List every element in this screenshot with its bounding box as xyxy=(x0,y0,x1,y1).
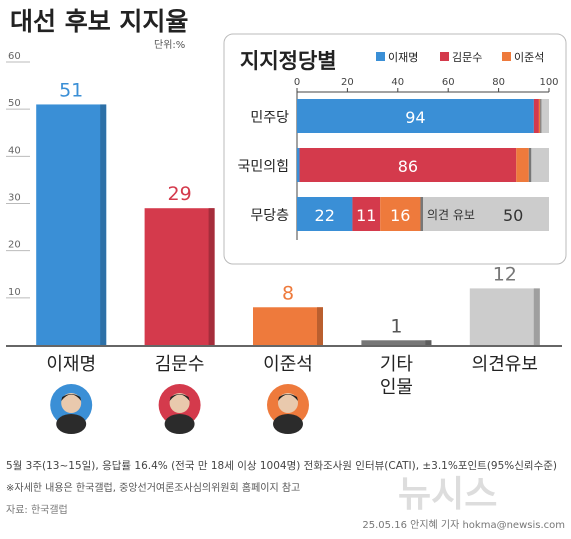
legend-label: 김문수 xyxy=(452,51,482,64)
legend-swatch xyxy=(502,52,511,61)
category-label: 의견유보 xyxy=(472,354,538,375)
stacked-segment xyxy=(352,197,381,231)
segment-value-label: 86 xyxy=(398,157,418,176)
bar-value-label: 29 xyxy=(168,183,192,205)
bar-side xyxy=(208,208,215,345)
unit-label: 단위:% xyxy=(154,38,185,51)
y-tick-label: 20 xyxy=(8,240,21,251)
main-chart-bars xyxy=(36,104,540,345)
segment-value-label: 16 xyxy=(390,206,410,225)
category-label: 인물 xyxy=(380,377,413,398)
category-label: 이재명 xyxy=(46,354,96,375)
category-label: 김문수 xyxy=(155,354,205,375)
x-tick-label: 0 xyxy=(294,77,300,88)
stacked-segment xyxy=(531,148,549,182)
party-row-label: 민주당 xyxy=(250,110,289,126)
party-support-panel: 지지정당별 이재명 김문수 이준석 0 20 40 60 80 100 민주당 94 국민의힘 86… xyxy=(223,33,567,265)
bar-value-label: 12 xyxy=(493,263,517,285)
segment-value-label: 94 xyxy=(405,108,425,127)
bar-value-label: 1 xyxy=(390,315,402,337)
party-panel-title: 지지정당별 xyxy=(240,49,337,73)
stacked-segment xyxy=(297,99,534,133)
stacked-segment xyxy=(533,99,539,133)
legend-swatch xyxy=(376,52,385,61)
bar-value-label: 51 xyxy=(59,79,83,101)
candidate-avatar-icon xyxy=(50,384,93,434)
credit-label: 25.05.16 안지혜 기자 hokma@newsis.com xyxy=(362,519,565,531)
segment-label: 의견 유보 xyxy=(427,208,475,222)
party-panel-bars: 민주당 94 국민의힘 86 무당층 22 11 16 의견 유보 50 xyxy=(237,99,549,231)
legend-label: 이재명 xyxy=(388,51,418,64)
bar xyxy=(36,104,107,345)
party-row-label: 무당층 xyxy=(250,208,289,224)
bar-side xyxy=(533,288,540,345)
y-tick-label: 50 xyxy=(8,98,21,109)
bar-side xyxy=(425,340,432,345)
legend-label: 이준석 xyxy=(514,51,544,64)
footnote-survey: 5월 3주(13~15일), 응답률 16.4% (전국 만 18세 이상 10… xyxy=(6,459,557,472)
footnote-reference: ※자세한 내용은 한국갤럽, 중앙선거여론조사심의위원회 홈페이지 참고 xyxy=(6,481,300,494)
stacked-segment xyxy=(538,99,541,133)
candidate-avatars xyxy=(50,384,309,434)
bar xyxy=(361,340,432,345)
source-label: 자료: 한국갤럽 xyxy=(6,504,68,516)
segment-value-label: 11 xyxy=(356,206,376,225)
stacked-segment xyxy=(540,99,542,133)
legend-swatch xyxy=(440,52,449,61)
stacked-segment xyxy=(516,148,529,182)
page-title: 대선 후보 지지율 xyxy=(10,7,188,36)
y-tick-label: 40 xyxy=(8,145,21,156)
candidate-avatar-icon xyxy=(158,384,201,434)
party-row-label: 국민의힘 xyxy=(237,159,289,175)
x-tick-label: 60 xyxy=(442,77,455,88)
bar-value-label: 8 xyxy=(282,282,294,304)
stacked-segment xyxy=(541,99,549,133)
stacked-segment xyxy=(299,148,517,182)
stacked-segment xyxy=(528,148,532,182)
category-label: 기타 xyxy=(380,354,414,375)
bar xyxy=(469,288,540,345)
y-tick-label: 30 xyxy=(8,193,21,204)
bar xyxy=(253,307,323,345)
watermark: 뉴시스 xyxy=(398,474,497,515)
x-tick-label: 40 xyxy=(391,77,404,88)
stacked-segment xyxy=(297,148,300,182)
candidate-avatar-icon xyxy=(267,384,309,434)
stacked-segment xyxy=(380,197,421,231)
category-label: 이준석 xyxy=(263,354,313,375)
segment-value-label: 22 xyxy=(315,206,335,225)
stacked-segment xyxy=(420,197,423,231)
party-panel-legend: 이재명 김문수 이준석 xyxy=(376,51,544,64)
segment-value-label: 50 xyxy=(503,206,523,225)
bar xyxy=(144,208,215,345)
y-tick-label: 60 xyxy=(8,51,21,62)
x-tick-label: 80 xyxy=(492,77,505,88)
stacked-segment xyxy=(423,197,549,231)
stacked-segment xyxy=(297,197,353,231)
y-tick-label: 10 xyxy=(8,287,21,298)
x-tick-label: 100 xyxy=(539,77,558,88)
bar-side xyxy=(317,307,323,345)
x-tick-label: 20 xyxy=(341,77,354,88)
bar-side xyxy=(100,104,107,345)
